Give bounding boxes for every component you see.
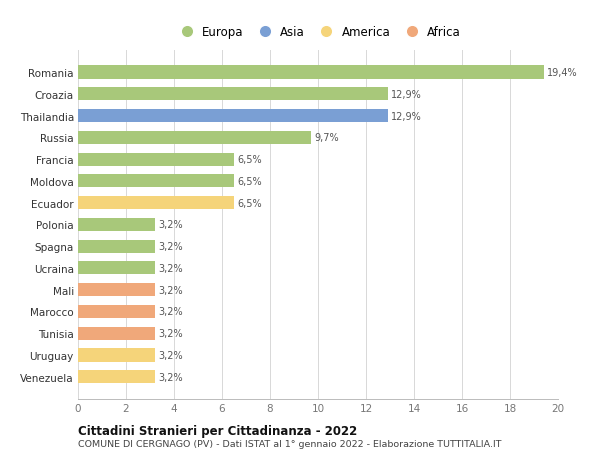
Bar xyxy=(78,370,155,383)
Bar xyxy=(78,196,234,210)
Bar xyxy=(78,262,155,275)
Text: 3,2%: 3,2% xyxy=(158,263,183,274)
Bar xyxy=(78,240,155,253)
Bar xyxy=(78,327,155,340)
Text: 12,9%: 12,9% xyxy=(391,112,422,121)
Legend: Europa, Asia, America, Africa: Europa, Asia, America, Africa xyxy=(170,22,466,44)
Text: 3,2%: 3,2% xyxy=(158,307,183,317)
Bar xyxy=(78,175,234,188)
Text: 6,5%: 6,5% xyxy=(238,155,262,165)
Text: 6,5%: 6,5% xyxy=(238,198,262,208)
Bar xyxy=(78,284,155,297)
Text: 3,2%: 3,2% xyxy=(158,329,183,338)
Text: Cittadini Stranieri per Cittadinanza - 2022: Cittadini Stranieri per Cittadinanza - 2… xyxy=(78,424,357,437)
Text: 3,2%: 3,2% xyxy=(158,350,183,360)
Text: 3,2%: 3,2% xyxy=(158,241,183,252)
Text: 3,2%: 3,2% xyxy=(158,220,183,230)
Text: 19,4%: 19,4% xyxy=(547,68,578,78)
Bar xyxy=(78,132,311,145)
Text: 9,7%: 9,7% xyxy=(314,133,339,143)
Text: 6,5%: 6,5% xyxy=(238,176,262,186)
Text: COMUNE DI CERGNAGO (PV) - Dati ISTAT al 1° gennaio 2022 - Elaborazione TUTTITALI: COMUNE DI CERGNAGO (PV) - Dati ISTAT al … xyxy=(78,439,502,448)
Bar xyxy=(78,153,234,166)
Bar xyxy=(78,88,388,101)
Bar xyxy=(78,349,155,362)
Bar xyxy=(78,110,388,123)
Bar xyxy=(78,305,155,318)
Bar xyxy=(78,218,155,231)
Bar xyxy=(78,67,544,79)
Text: 12,9%: 12,9% xyxy=(391,90,422,100)
Text: 3,2%: 3,2% xyxy=(158,372,183,382)
Text: 3,2%: 3,2% xyxy=(158,285,183,295)
